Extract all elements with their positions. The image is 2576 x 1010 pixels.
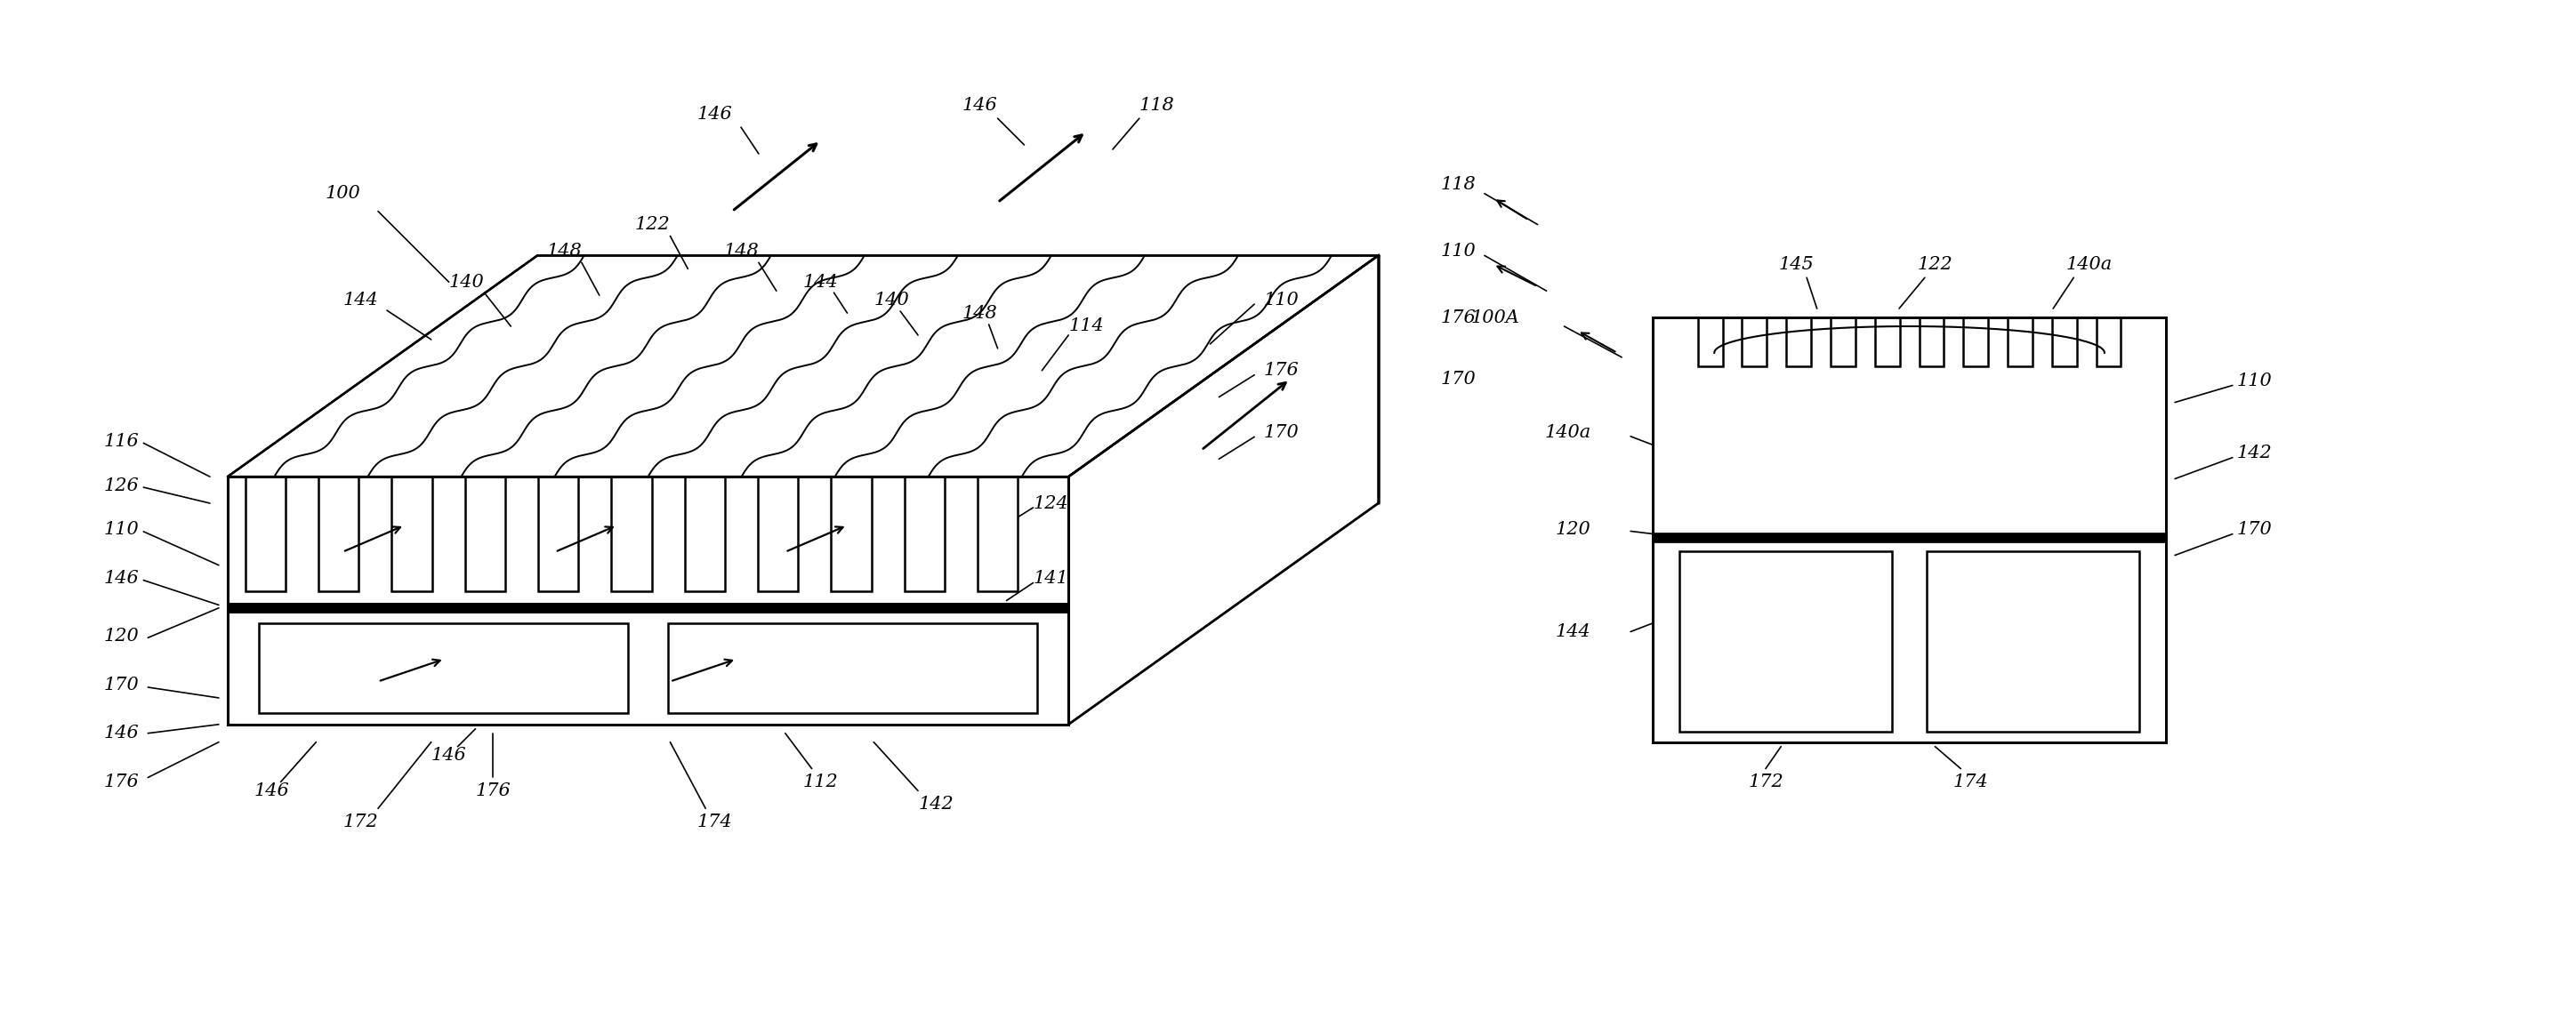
Bar	[466, 477, 505, 591]
Polygon shape	[227, 256, 1378, 477]
Bar	[667, 623, 1038, 713]
Bar	[1919, 317, 1945, 366]
Bar	[1654, 534, 2166, 542]
Text: 114: 114	[1069, 318, 1105, 334]
Text: 140: 140	[873, 291, 909, 308]
Polygon shape	[1069, 256, 1378, 724]
Text: 174: 174	[1953, 774, 1989, 791]
Bar	[1832, 317, 1855, 366]
Text: 170: 170	[1262, 424, 1298, 441]
Text: 140: 140	[448, 274, 484, 291]
Text: 140a: 140a	[2066, 256, 2112, 273]
Text: 146: 146	[696, 105, 732, 122]
Bar	[685, 477, 724, 591]
Bar	[1654, 317, 2166, 742]
Bar	[1741, 317, 1767, 366]
Bar	[1698, 317, 1723, 366]
Text: 110: 110	[1262, 291, 1298, 308]
Text: 144: 144	[343, 291, 379, 308]
Text: 146: 146	[963, 97, 997, 113]
Text: 120: 120	[103, 627, 139, 644]
Bar	[832, 477, 871, 591]
Text: 170: 170	[2236, 521, 2272, 538]
Text: 148: 148	[1917, 453, 1953, 471]
Text: 144: 144	[804, 274, 837, 291]
Text: 118: 118	[1139, 97, 1175, 113]
Bar	[2097, 317, 2120, 366]
Bar	[757, 477, 799, 591]
Text: 110: 110	[103, 521, 139, 538]
Text: 172: 172	[1749, 774, 1783, 791]
Text: 126: 126	[103, 477, 139, 494]
Text: 122: 122	[634, 216, 670, 233]
Text: 118: 118	[1440, 177, 1476, 193]
Bar	[319, 477, 358, 591]
Text: 170: 170	[1440, 371, 1476, 388]
Text: 112: 112	[804, 774, 837, 791]
Text: 146: 146	[255, 783, 289, 799]
Text: 148: 148	[546, 242, 582, 260]
Text: 176: 176	[103, 774, 139, 791]
Text: 145: 145	[1780, 256, 1814, 273]
Bar	[227, 604, 1069, 612]
Bar	[227, 477, 1069, 604]
Text: 110: 110	[1440, 242, 1476, 260]
Bar	[227, 612, 1069, 724]
Text: 174: 174	[696, 813, 732, 830]
Bar	[258, 623, 629, 713]
Bar	[2007, 317, 2032, 366]
Bar	[904, 477, 945, 591]
Text: 122: 122	[1917, 256, 1953, 273]
Text: 146: 146	[103, 570, 139, 587]
Bar	[392, 477, 433, 591]
Text: 170: 170	[103, 676, 139, 693]
Bar	[1680, 551, 1891, 731]
Text: 148: 148	[963, 305, 997, 321]
Bar	[1927, 551, 2141, 731]
Text: 148: 148	[724, 242, 760, 260]
Text: 176: 176	[1262, 362, 1298, 379]
Bar	[538, 477, 580, 591]
Bar	[245, 477, 286, 591]
Bar	[227, 591, 1069, 604]
Text: 142: 142	[917, 796, 953, 812]
Text: 141: 141	[1033, 570, 1069, 587]
Text: 146: 146	[430, 747, 466, 764]
Bar	[1963, 317, 1989, 366]
Text: 100A: 100A	[1471, 309, 1520, 326]
Text: 116: 116	[103, 433, 139, 449]
Text: 146: 146	[103, 725, 139, 741]
Text: 176: 176	[477, 783, 510, 799]
Bar	[1654, 317, 2166, 742]
Text: 120: 120	[1556, 521, 1592, 538]
Bar	[1785, 317, 1811, 366]
Text: 110: 110	[2236, 373, 2272, 390]
Text: 140a: 140a	[1543, 423, 1592, 440]
Bar	[227, 477, 1069, 604]
Bar	[976, 477, 1018, 591]
Text: 144: 144	[1556, 623, 1592, 640]
Text: 176: 176	[1440, 309, 1476, 326]
Bar	[611, 477, 652, 591]
Bar	[2053, 317, 2076, 366]
Bar	[227, 604, 1069, 612]
Bar	[227, 477, 1069, 724]
Text: 172: 172	[343, 813, 379, 830]
Text: 124: 124	[1033, 495, 1069, 512]
Bar	[1875, 317, 1899, 366]
Text: 142: 142	[2236, 444, 2272, 462]
Text: 100: 100	[325, 185, 361, 202]
